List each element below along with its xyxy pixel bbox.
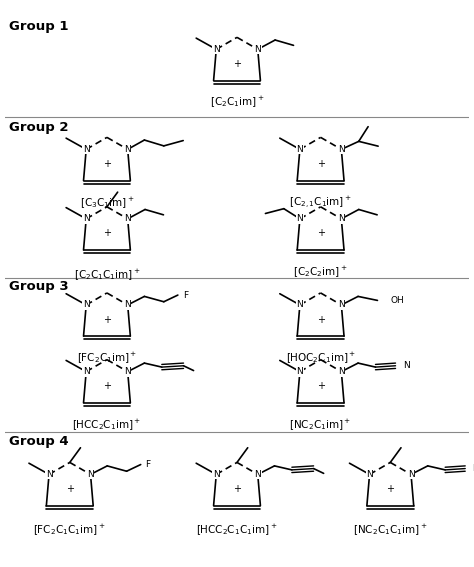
Text: +: + [103,159,111,169]
Text: [NC$_2$C$_1$im]$^+$: [NC$_2$C$_1$im]$^+$ [290,417,352,432]
Text: N: N [87,470,94,479]
Text: N: N [338,301,345,310]
Text: [NC$_2$C$_1$C$_1$im]$^+$: [NC$_2$C$_1$C$_1$im]$^+$ [353,522,428,538]
Text: N: N [83,367,90,376]
Text: [FC$_2$C$_1$C$_1$im]$^+$: [FC$_2$C$_1$C$_1$im]$^+$ [34,522,106,538]
Text: N: N [83,214,90,223]
Text: +: + [317,381,325,391]
Text: +: + [233,484,241,494]
Text: Group 3: Group 3 [9,280,69,293]
Text: [C$_2$C$_1$C$_1$im]$^+$: [C$_2$C$_1$C$_1$im]$^+$ [73,267,140,282]
Text: N: N [255,45,261,54]
Text: +: + [317,159,325,169]
Text: N: N [46,470,53,479]
Text: N: N [124,367,131,376]
Text: N: N [473,464,474,473]
Text: N: N [338,214,345,223]
Text: +: + [66,484,74,494]
Text: +: + [386,484,394,494]
Text: N: N [408,470,414,479]
Text: N: N [297,214,303,223]
Text: N: N [213,45,219,54]
Text: [C$_2$C$_2$im]$^+$: [C$_2$C$_2$im]$^+$ [293,264,348,279]
Text: +: + [103,315,111,325]
Text: N: N [297,301,303,310]
Text: F: F [146,460,151,469]
Text: N: N [124,214,131,223]
Text: +: + [317,229,325,239]
Text: N: N [255,470,261,479]
Text: N: N [213,470,219,479]
Text: [HOC$_2$C$_1$im]$^+$: [HOC$_2$C$_1$im]$^+$ [285,350,356,365]
Text: Group 2: Group 2 [9,121,69,134]
Text: N: N [338,367,345,376]
Text: +: + [317,315,325,325]
Text: [FC$_2$C$_1$im]$^+$: [FC$_2$C$_1$im]$^+$ [77,350,137,365]
Text: [HCC$_2$C$_1$im]$^+$: [HCC$_2$C$_1$im]$^+$ [73,417,142,432]
Text: N: N [338,145,345,154]
Text: [C$_3$C$_1$im]$^+$: [C$_3$C$_1$im]$^+$ [80,194,134,210]
Text: N: N [403,361,410,370]
Text: +: + [103,229,111,239]
Text: +: + [103,381,111,391]
Text: F: F [182,290,188,299]
Text: N: N [83,145,90,154]
Text: OH: OH [390,296,404,305]
Text: Group 1: Group 1 [9,20,69,32]
Text: N: N [297,367,303,376]
Text: [C$_{2,1}$C$_1$im]$^+$: [C$_{2,1}$C$_1$im]$^+$ [289,194,352,211]
Text: N: N [83,301,90,310]
Text: Group 4: Group 4 [9,435,69,447]
Text: N: N [124,145,131,154]
Text: N: N [297,145,303,154]
Text: N: N [366,470,373,479]
Text: N: N [124,301,131,310]
Text: +: + [233,59,241,69]
Text: [HCC$_2$C$_1$C$_1$im]$^+$: [HCC$_2$C$_1$C$_1$im]$^+$ [196,522,278,538]
Text: [C$_2$C$_1$im]$^+$: [C$_2$C$_1$im]$^+$ [210,95,264,109]
